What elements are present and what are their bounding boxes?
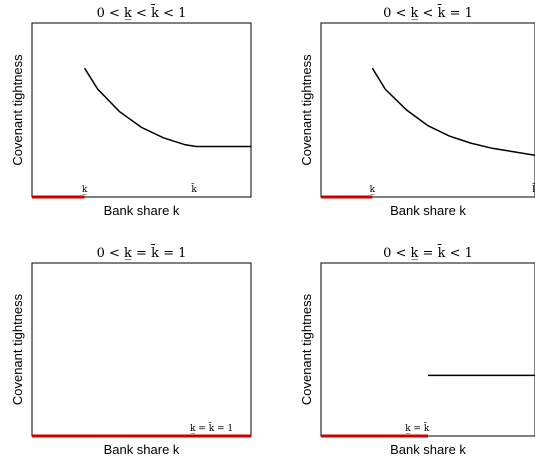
chart-panel-3: 0 < k̲ = k̄ = 1 Covenant tightness Bank sh… [10, 244, 252, 457]
x-axis-label: Bank share k [104, 203, 180, 218]
chart-title: 0 < k̲ < k̄ = 1 [383, 4, 473, 21]
plot-frame [31, 262, 252, 437]
y-axis-label: Covenant tightness [299, 54, 314, 166]
plot-frame [31, 22, 252, 198]
x-tick-label: k̲ = k̄ = 1 [190, 422, 233, 434]
x-tick-label: k̲ [82, 185, 88, 195]
x-tick-label: k̲ [370, 185, 376, 195]
series-line [83, 67, 251, 148]
y-axis-label: Covenant tightness [299, 293, 314, 405]
x-tick-label: k̲ = k̄ [405, 422, 430, 434]
chart-title: 0 < k̲ = k̄ < 1 [383, 244, 473, 261]
series-line [371, 67, 535, 156]
plot-frame [320, 262, 535, 437]
x-axis-label: Bank share k [390, 203, 466, 218]
y-axis-label: Covenant tightness [10, 54, 25, 166]
x-axis-label: Bank share k [104, 442, 180, 457]
x-tick-label: k̄ [191, 183, 197, 195]
x-axis-label: Bank share k [390, 442, 466, 457]
plot-frame [320, 22, 535, 198]
x-tick-label: k̄ [532, 183, 535, 195]
chart-panel-4: 0 < k̲ = k̄ < 1 Covenant tightness Bank sh… [299, 244, 535, 457]
chart-panel-2: 0 < k̲ < k̄ = 1 Covenant tightness Bank sh… [299, 4, 535, 218]
chart-title: 0 < k̲ = k̄ = 1 [97, 244, 187, 261]
y-axis-label: Covenant tightness [10, 293, 25, 405]
chart-title: 0 < k̲ < k̄ < 1 [97, 4, 187, 21]
chart-panel-1: 0 < k̲ < k̄ < 1 Covenant tightness Bank sh… [10, 4, 252, 218]
